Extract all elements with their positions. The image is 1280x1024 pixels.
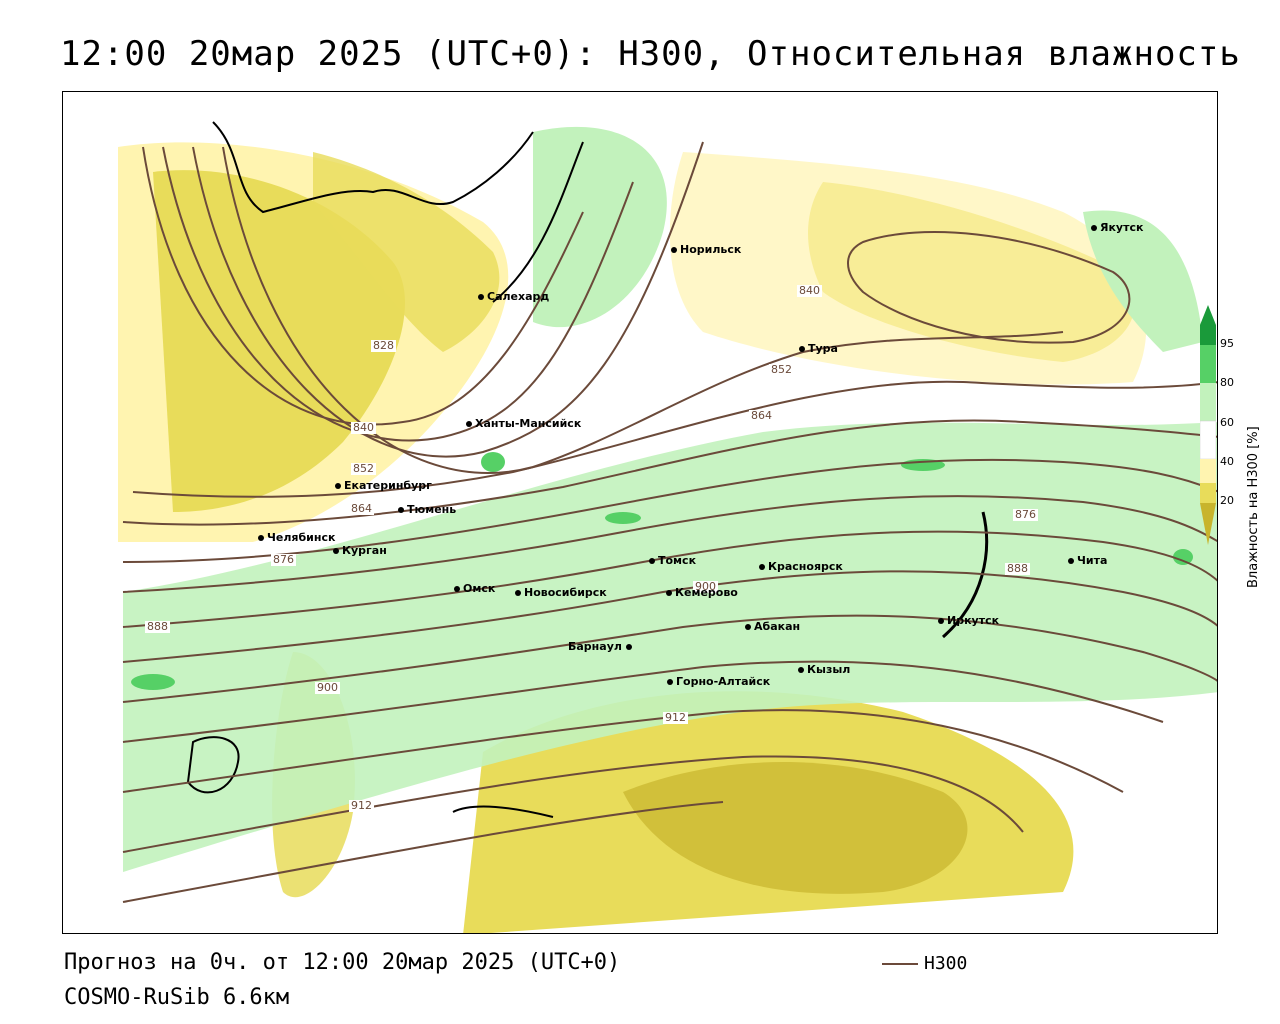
city-marker[interactable]: Чита — [1068, 554, 1107, 567]
city-marker[interactable]: Челябинск — [258, 531, 335, 544]
contour-label: 900 — [693, 580, 718, 593]
city-marker[interactable]: Курган — [333, 544, 387, 557]
city-marker[interactable]: Тюмень — [398, 503, 456, 516]
contour-label: 876 — [1013, 508, 1038, 521]
colorbar-tick: 80 — [1220, 376, 1234, 389]
baikal-lake — [942, 511, 989, 639]
city-dot-icon — [335, 483, 341, 489]
city-dot-icon — [666, 590, 672, 596]
weather-map[interactable]: 828 840 852 864 876 888 900 912 840 852 … — [62, 91, 1218, 934]
city-dot-icon — [649, 558, 655, 564]
coastline — [492, 141, 584, 303]
lake-outline — [452, 805, 554, 818]
city-dot-icon — [1068, 558, 1074, 564]
city-dot-icon — [759, 564, 765, 570]
city-dot-icon — [258, 535, 264, 541]
humid-spot — [1173, 549, 1193, 565]
contour-label: 840 — [351, 421, 376, 434]
city-dot-icon — [398, 507, 404, 513]
city-dot-icon — [799, 346, 805, 352]
contour-legend-line — [882, 963, 918, 965]
humid-spot — [131, 674, 175, 690]
colorbar-title: Влажность на H300 [%] — [1246, 426, 1261, 588]
humid-band — [123, 422, 1217, 872]
contour-label: 828 — [371, 339, 396, 352]
contour-label: 840 — [797, 284, 822, 297]
coastline — [212, 121, 534, 214]
contour-label: 900 — [315, 681, 340, 694]
city-dot-icon — [333, 548, 339, 554]
city-marker[interactable]: Томск — [649, 554, 696, 567]
colorbar-segment — [1200, 459, 1216, 483]
city-dot-icon — [625, 644, 632, 650]
colorbar-segment — [1200, 420, 1216, 460]
city-marker[interactable]: Ханты-Мансийск — [466, 417, 581, 430]
contour-label: 864 — [749, 409, 774, 422]
contour-legend-label: H300 — [924, 953, 968, 974]
colorbar-segment — [1200, 483, 1216, 503]
city-marker[interactable]: Тура — [799, 342, 838, 355]
contour-label: 912 — [349, 799, 374, 812]
city-marker[interactable]: Омск — [454, 582, 495, 595]
city-dot-icon — [478, 294, 484, 300]
colorbar-tick: 60 — [1220, 416, 1234, 429]
city-marker[interactable]: Горно-Алтайск — [667, 675, 770, 688]
model-name: COSMO-RuSib 6.6км — [64, 985, 290, 1010]
contour-lines — [122, 141, 1217, 903]
city-marker[interactable]: Красноярск — [759, 560, 843, 573]
city-marker[interactable]: Норильск — [671, 243, 741, 256]
colorbar-top-arrow — [1200, 305, 1216, 325]
colorbar-segment — [1200, 325, 1216, 345]
colorbar-bottom-arrow — [1200, 503, 1216, 545]
map-title: 12:00 20мар 2025 (UTC+0): H300, Относите… — [60, 34, 1241, 74]
humid-spot — [481, 452, 505, 472]
map-canvas — [118, 121, 1217, 933]
humid-region-northeast — [1083, 210, 1203, 352]
humid-band-north — [533, 126, 667, 328]
colorbar-tick: 40 — [1220, 455, 1234, 468]
city-dot-icon — [1091, 225, 1097, 231]
city-dot-icon — [667, 679, 673, 685]
city-marker[interactable]: Якутск — [1091, 221, 1143, 234]
colorbar-graphic — [1200, 305, 1216, 545]
city-dot-icon — [466, 421, 472, 427]
city-dot-icon — [454, 586, 460, 592]
colorbar-tick: 95 — [1220, 337, 1234, 350]
contour-label: 888 — [145, 620, 170, 633]
dry-region-east-outer — [669, 152, 1147, 385]
colorbar-segment — [1200, 383, 1216, 421]
dry-region-south-core — [623, 762, 968, 894]
contour-label: 852 — [769, 363, 794, 376]
contour-label: 888 — [1005, 562, 1030, 575]
humidity-colorbar — [1200, 305, 1216, 545]
colorbar-segment — [1200, 345, 1216, 383]
contour-label: 852 — [351, 462, 376, 475]
city-dot-icon — [671, 247, 677, 253]
city-marker[interactable]: Новосибирск — [515, 586, 607, 599]
city-dot-icon — [515, 590, 521, 596]
city-dot-icon — [798, 667, 804, 673]
city-marker[interactable]: Екатеринбург — [335, 479, 432, 492]
contour-label: 864 — [349, 502, 374, 515]
city-marker[interactable]: Салехард — [478, 290, 549, 303]
city-marker[interactable]: Кемерово — [666, 586, 738, 599]
lake-outline — [186, 736, 240, 794]
contour-label: 876 — [271, 553, 296, 566]
city-dot-icon — [745, 624, 751, 630]
city-marker[interactable]: Абакан — [745, 620, 800, 633]
city-marker[interactable]: Кызыл — [798, 663, 850, 676]
city-marker[interactable]: Барнаул — [568, 640, 635, 653]
contour-label: 912 — [663, 711, 688, 724]
dry-region-north — [313, 152, 500, 352]
city-marker[interactable]: Иркутск — [938, 614, 999, 627]
forecast-info: Прогноз на 0ч. от 12:00 20мар 2025 (UTC+… — [64, 950, 621, 975]
humid-spot — [605, 512, 641, 524]
city-dot-icon — [938, 618, 944, 624]
colorbar-tick: 20 — [1220, 494, 1234, 507]
